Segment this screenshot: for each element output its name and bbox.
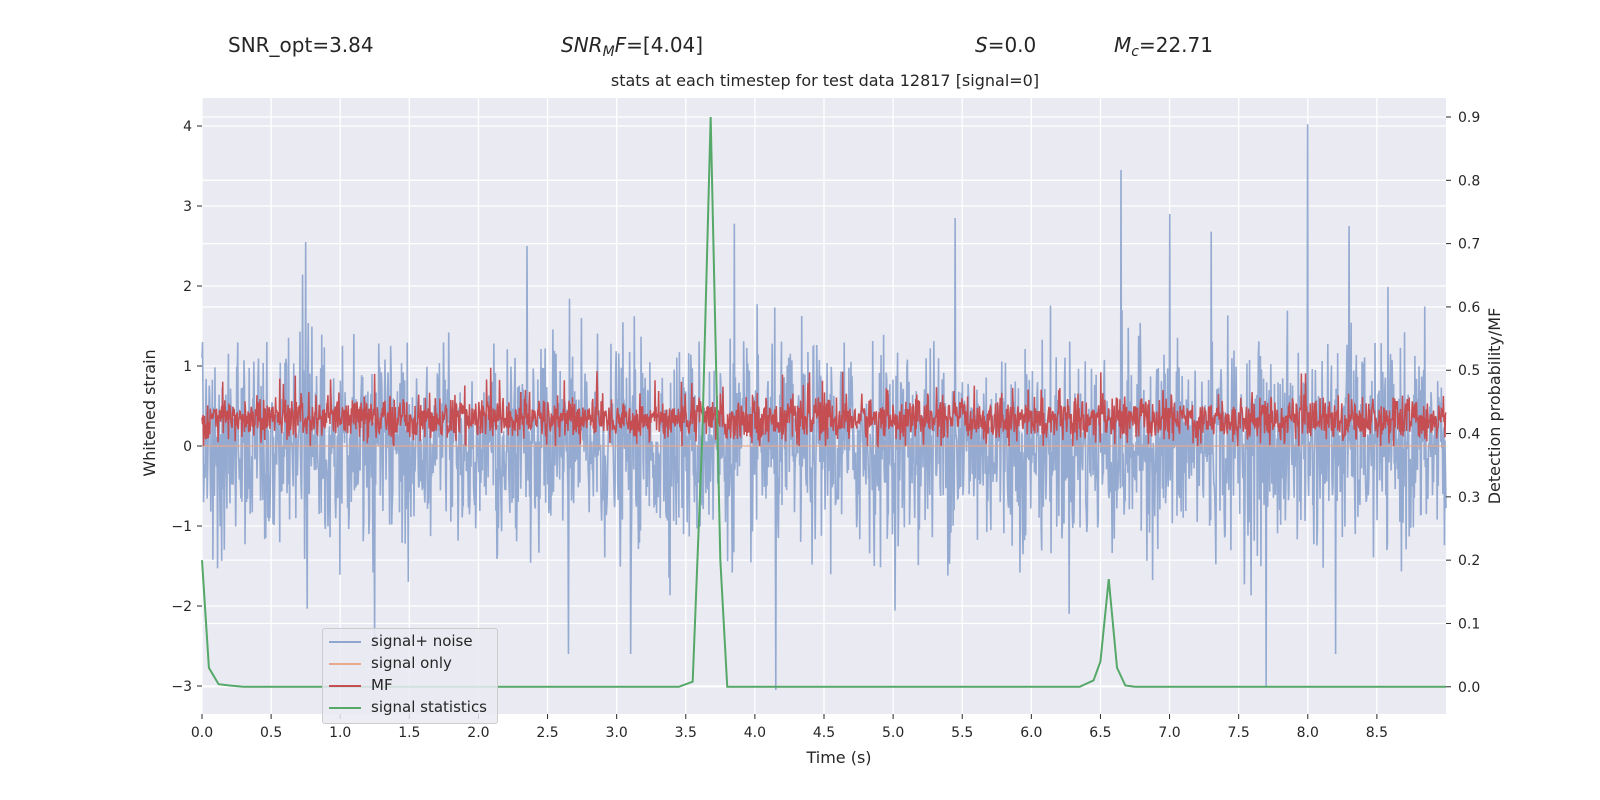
series-mf <box>201 367 1447 449</box>
legend-swatch-signal-noise <box>329 641 361 643</box>
x-tick-label: 2.5 <box>536 725 558 741</box>
y2-axis-label: Detection probability/MF <box>1485 308 1504 505</box>
legend-label-statistics: signal statistics <box>371 698 488 716</box>
y2-tick-label: 0.9 <box>1458 110 1480 126</box>
snr-mf-sub: M <box>602 44 615 60</box>
y2-tick-label: 0.5 <box>1458 363 1480 379</box>
legend-item-signal-noise: signal+ noise <box>329 631 493 651</box>
y-tick-label: 3 <box>183 199 192 215</box>
y-tick-label: 0 <box>183 439 192 455</box>
y-axis-label: Whitened strain <box>140 349 159 476</box>
s-var: S <box>975 33 988 57</box>
y2-tick-label: 0.7 <box>1458 237 1480 253</box>
x-tick-label: 8.0 <box>1297 725 1319 741</box>
x-tick-label: 4.0 <box>744 725 766 741</box>
y-tick-label: −2 <box>171 599 192 615</box>
snr-mf-var: F <box>614 33 627 57</box>
x-tick-label: 7.5 <box>1228 725 1250 741</box>
y-tick-label: 1 <box>183 359 192 375</box>
series-signal-statistics <box>201 116 1446 688</box>
y-tick-label: 4 <box>183 119 192 135</box>
y2-tick-label: 0.3 <box>1458 490 1480 506</box>
y2-tick-label: 0.6 <box>1458 300 1480 316</box>
y-tick-label: 2 <box>183 279 192 295</box>
x-tick-label: 7.0 <box>1158 725 1180 741</box>
x-tick-label: 4.5 <box>813 725 835 741</box>
y2-tick-label: 0.2 <box>1458 553 1480 569</box>
x-tick-label: 8.5 <box>1366 725 1388 741</box>
x-tick-label: 3.5 <box>675 725 697 741</box>
x-tick-label: 6.5 <box>1089 725 1111 741</box>
x-tick-label: 0.5 <box>260 725 282 741</box>
y2-tick-label: 0.1 <box>1458 616 1480 632</box>
x-tick-label: 1.5 <box>398 725 420 741</box>
x-tick-label: 2.0 <box>467 725 489 741</box>
series-signal-noise <box>201 124 1447 691</box>
chart-title: stats at each timestep for test data 128… <box>610 71 1040 90</box>
legend-label-signal-only: signal only <box>371 654 452 672</box>
x-tick-label: 6.0 <box>1020 725 1042 741</box>
x-tick-label: 5.5 <box>951 725 973 741</box>
legend-label-mf: MF <box>371 676 393 694</box>
snr-opt-label: SNR_opt=3.84 <box>228 33 374 57</box>
y2-tick-label: 0.0 <box>1458 680 1480 696</box>
mc-value: =22.71 <box>1138 33 1213 57</box>
x-tick-label: 1.0 <box>329 725 351 741</box>
x-tick-label: 3.0 <box>606 725 628 741</box>
legend-item-statistics: signal statistics <box>329 697 493 717</box>
s-value: =0.0 <box>987 33 1037 57</box>
y-tick-label: −3 <box>171 679 192 695</box>
legend-item-mf: MF <box>329 675 493 695</box>
x-tick-label: 5.0 <box>882 725 904 741</box>
snr-mf-base: SNR <box>561 33 603 57</box>
x-axis-label: Time (s) <box>805 748 871 767</box>
y-tick-label: −1 <box>171 519 192 535</box>
legend-item-signal-only: signal only <box>329 653 493 673</box>
y2-tick-label: 0.4 <box>1458 427 1480 443</box>
snr-mf-label: SNRMF=[4.04] <box>561 33 703 60</box>
legend-swatch-mf <box>329 685 361 687</box>
y2-tick-label: 0.8 <box>1458 173 1480 189</box>
chart-legend: signal+ noise signal only MF signal stat… <box>322 628 498 724</box>
s-label: S=0.0 <box>975 33 1036 57</box>
legend-label-signal-noise: signal+ noise <box>371 632 473 650</box>
mc-var: M <box>1114 33 1132 57</box>
mc-sub: c <box>1131 44 1139 60</box>
legend-swatch-signal-only <box>329 663 361 665</box>
x-tick-label: 0.0 <box>191 725 213 741</box>
snr-mf-value: =[4.04] <box>626 33 704 57</box>
legend-swatch-statistics <box>329 707 361 709</box>
mc-label: Mc=22.71 <box>1114 33 1213 60</box>
